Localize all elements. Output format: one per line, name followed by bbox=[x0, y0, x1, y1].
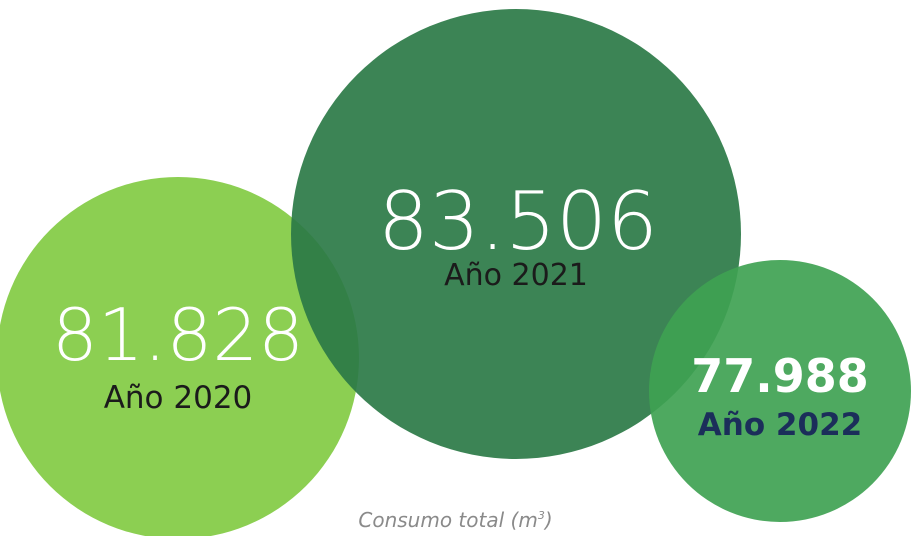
year-label: Año 2021 bbox=[444, 258, 588, 293]
bubble-año-2022 bbox=[649, 260, 911, 522]
year-label: Año 2022 bbox=[698, 407, 862, 443]
bubbles-group bbox=[0, 9, 911, 536]
value-label: 81.828 bbox=[52, 293, 304, 377]
bubble-año-2021 bbox=[291, 9, 741, 459]
caption-superscript: 3 bbox=[537, 509, 545, 522]
value-label: 83.506 bbox=[378, 175, 658, 268]
chart-caption: Consumo total (m3) bbox=[0, 508, 911, 532]
year-label: Año 2020 bbox=[104, 380, 253, 416]
value-label: 77.988 bbox=[691, 349, 869, 403]
bubble-año-2020 bbox=[0, 177, 359, 536]
caption-text: Consumo total (m bbox=[358, 508, 538, 532]
caption-suffix: ) bbox=[544, 508, 553, 532]
